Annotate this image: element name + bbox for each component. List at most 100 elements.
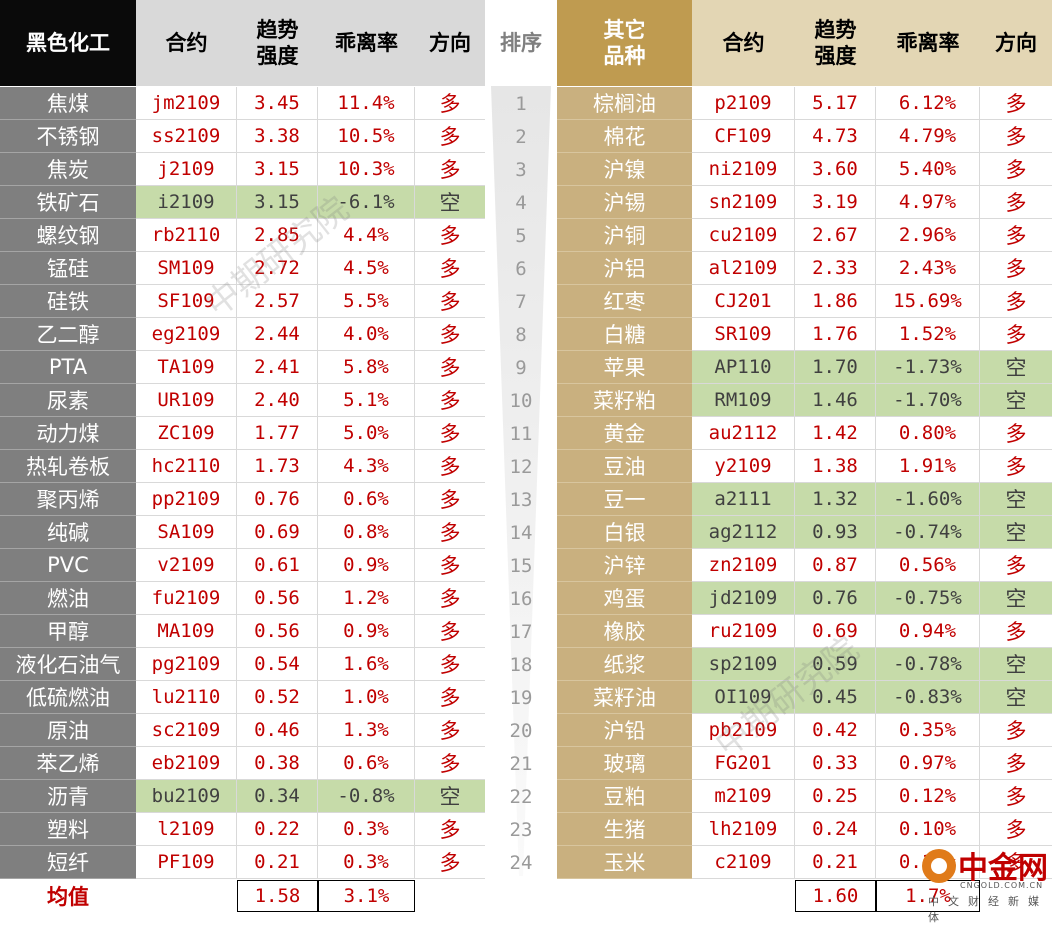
left-name-cell: PTA (0, 351, 136, 384)
rank-cell: 10 (509, 389, 533, 412)
right-direction-cell: 多 (980, 450, 1052, 483)
rank-cell: 13 (509, 488, 533, 511)
right-strength-cell: 1.76 (795, 318, 876, 351)
right-direction-cell: 多 (980, 846, 1052, 879)
header-trend-strength-line: 强度 (256, 44, 299, 68)
right-deviation-cell: 0.94% (876, 615, 980, 648)
right-direction-cell: 多 (980, 285, 1052, 318)
right-strength-cell: 2.67 (795, 219, 876, 252)
left-strength-cell: 2.85 (237, 219, 318, 252)
right-name-cell: 玉米 (557, 846, 692, 879)
left-average-strength: 1.58 (237, 880, 318, 912)
left-deviation-cell: 0.8% (318, 516, 415, 549)
left-strength-cell: 0.22 (237, 813, 318, 846)
right-deviation-cell: 0.12% (876, 780, 980, 813)
left-direction-cell: 多 (415, 417, 485, 450)
rank-cell: 6 (515, 257, 527, 280)
right-deviation-cell: 2.96% (876, 219, 980, 252)
left-direction-cell: 多 (415, 516, 485, 549)
left-deviation-cell: -6.1% (318, 186, 415, 219)
left-deviation-cell: 0.9% (318, 549, 415, 582)
right-strength-cell: 0.45 (795, 681, 876, 714)
header-direction: 方向 (415, 0, 485, 86)
rank-cell: 1 (515, 92, 527, 115)
right-name-cell: 橡胶 (557, 615, 692, 648)
right-direction-cell: 多 (980, 87, 1052, 120)
logo-domain: CNGOLD.COM.CN (960, 881, 1044, 890)
left-strength-cell: 0.69 (237, 516, 318, 549)
header-other-varieties: 其它 品种 (557, 0, 692, 86)
left-direction-cell: 多 (415, 681, 485, 714)
average-label: 均值 (47, 885, 89, 909)
left-direction-cell: 多 (415, 450, 485, 483)
right-direction-cell: 多 (980, 549, 1052, 582)
left-name-cell: 尿素 (0, 384, 136, 417)
right-deviation-cell: 2.43% (876, 252, 980, 285)
left-direction-cell: 多 (415, 384, 485, 417)
left-contract-cell: pp2109 (136, 483, 237, 516)
right-contract-cell: pb2109 (692, 714, 795, 747)
left-strength-cell: 0.46 (237, 714, 318, 747)
left-contract-cell: TA109 (136, 351, 237, 384)
left-deviation-cell: 0.3% (318, 813, 415, 846)
left-name-cell: 低硫燃油 (0, 681, 136, 714)
left-deviation-cell: 5.1% (318, 384, 415, 417)
left-strength-cell: 2.40 (237, 384, 318, 417)
left-strength-cell: 2.72 (237, 252, 318, 285)
left-name-cell: 动力煤 (0, 417, 136, 450)
left-deviation-cell: 10.5% (318, 120, 415, 153)
left-deviation-cell: 1.0% (318, 681, 415, 714)
left-strength-cell: 3.45 (237, 87, 318, 120)
right-deviation-cell: 6.12% (876, 87, 980, 120)
right-name-cell: 玻璃 (557, 747, 692, 780)
rank-cell: 20 (509, 719, 533, 742)
right-deviation-cell: 0.80% (876, 417, 980, 450)
logo-tagline: 中文财经新媒体 (928, 895, 1048, 924)
right-deviation-cell: -0.78% (876, 648, 980, 681)
right-contract-cell: CF109 (692, 120, 795, 153)
right-name-cell: 豆一 (557, 483, 692, 516)
left-direction-cell: 多 (415, 219, 485, 252)
right-contract-cell: lh2109 (692, 813, 795, 846)
right-strength-cell: 1.70 (795, 351, 876, 384)
right-deviation-cell: -0.74% (876, 516, 980, 549)
right-contract-cell: ag2112 (692, 516, 795, 549)
left-contract-cell: sc2109 (136, 714, 237, 747)
right-name-cell: 豆粕 (557, 780, 692, 813)
right-name-cell: 菜籽粕 (557, 384, 692, 417)
right-direction-cell: 空 (980, 648, 1052, 681)
rank-cell: 16 (509, 587, 533, 610)
left-direction-cell: 多 (415, 582, 485, 615)
right-name-cell: 纸浆 (557, 648, 692, 681)
left-contract-cell: jm2109 (136, 87, 237, 120)
right-deviation-cell: -0.75% (876, 582, 980, 615)
right-deviation-cell: -0.83% (876, 681, 980, 714)
right-strength-cell: 5.17 (795, 87, 876, 120)
right-direction-cell: 多 (980, 219, 1052, 252)
left-contract-cell: ZC109 (136, 417, 237, 450)
left-direction-cell: 多 (415, 549, 485, 582)
right-name-cell: 沪锡 (557, 186, 692, 219)
left-contract-cell: eg2109 (136, 318, 237, 351)
header-other-varieties-line: 品种 (603, 44, 646, 68)
left-contract-cell: MA109 (136, 615, 237, 648)
rank-cell: 8 (515, 323, 527, 346)
left-name-cell: 锰硅 (0, 252, 136, 285)
left-strength-cell: 3.15 (237, 186, 318, 219)
left-strength-cell: 0.54 (237, 648, 318, 681)
left-name-cell: 液化石油气 (0, 648, 136, 681)
left-deviation-cell: 5.8% (318, 351, 415, 384)
right-name-cell: 沪铝 (557, 252, 692, 285)
right-contract-cell: al2109 (692, 252, 795, 285)
left-direction-cell: 多 (415, 87, 485, 120)
left-deviation-cell: 4.4% (318, 219, 415, 252)
right-deviation-cell: 5.40% (876, 153, 980, 186)
right-name-cell: 豆油 (557, 450, 692, 483)
header-trend-strength: 趋势 强度 (237, 0, 318, 86)
left-deviation-cell: 0.9% (318, 615, 415, 648)
rank-cell: 12 (509, 455, 533, 478)
right-strength-cell: 0.25 (795, 780, 876, 813)
right-contract-cell: cu2109 (692, 219, 795, 252)
right-direction-cell: 多 (980, 780, 1052, 813)
